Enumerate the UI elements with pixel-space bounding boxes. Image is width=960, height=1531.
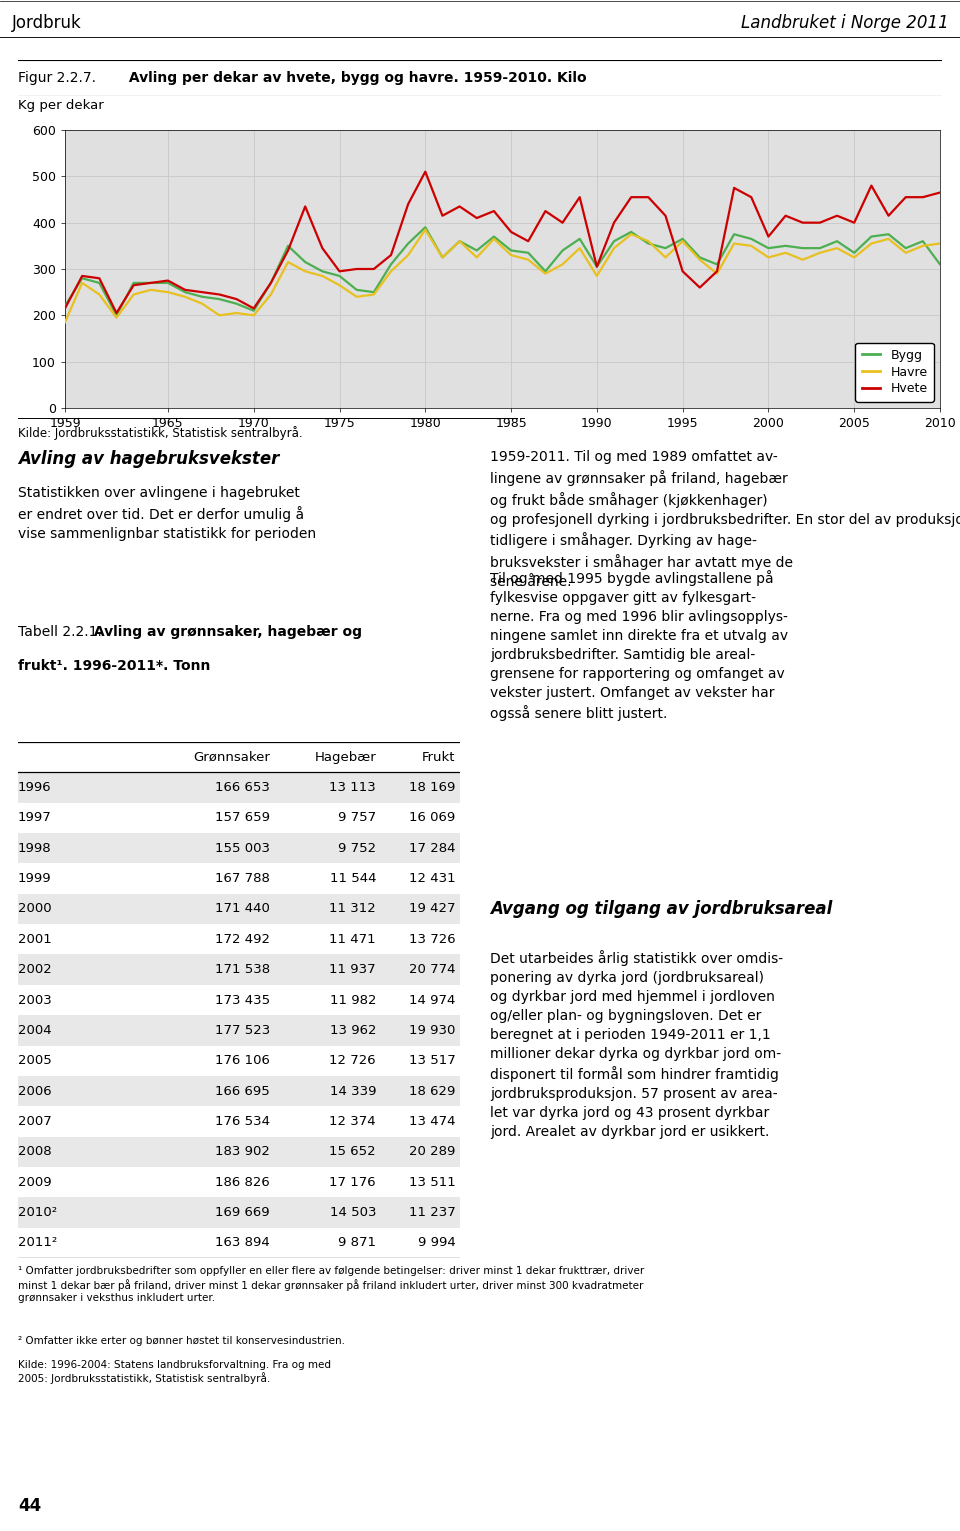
Text: 166 695: 166 695 [215, 1084, 270, 1098]
Text: 163 894: 163 894 [215, 1237, 270, 1249]
Text: 14 974: 14 974 [409, 994, 456, 1006]
Text: Figur 2.2.7.: Figur 2.2.7. [18, 70, 96, 86]
Text: 171 440: 171 440 [215, 902, 270, 916]
Text: 13 517: 13 517 [409, 1055, 456, 1067]
Text: 155 003: 155 003 [215, 842, 270, 854]
Bar [18, 772, 460, 802]
Text: 12 431: 12 431 [409, 873, 456, 885]
Text: 20 774: 20 774 [409, 963, 456, 977]
Bar [18, 833, 460, 863]
Legend: Bygg, Havre, Hvete: Bygg, Havre, Hvete [855, 343, 934, 401]
Text: 11 471: 11 471 [329, 932, 376, 946]
Text: 2005: 2005 [18, 1055, 52, 1067]
Text: 14 339: 14 339 [329, 1084, 376, 1098]
Text: 177 523: 177 523 [215, 1024, 270, 1036]
Text: 2006: 2006 [18, 1084, 52, 1098]
Text: 44: 44 [18, 1497, 41, 1516]
Text: Det utarbeides årlig statistikk over omdis-
ponering av dyrka jord (jordbruksare: Det utarbeides årlig statistikk over omd… [490, 951, 783, 1139]
Text: ¹ Omfatter jordbruksbedrifter som oppfyller en eller flere av følgende betingels: ¹ Omfatter jordbruksbedrifter som oppfyl… [18, 1266, 644, 1303]
Text: 2008: 2008 [18, 1145, 52, 1159]
Text: 2003: 2003 [18, 994, 52, 1006]
Text: 13 511: 13 511 [409, 1176, 456, 1188]
Text: 173 435: 173 435 [215, 994, 270, 1006]
Text: 19 930: 19 930 [409, 1024, 456, 1036]
Text: 176 534: 176 534 [215, 1115, 270, 1128]
Text: 1998: 1998 [18, 842, 52, 854]
Text: 13 962: 13 962 [329, 1024, 376, 1036]
Text: 176 106: 176 106 [215, 1055, 270, 1067]
Text: 16 069: 16 069 [409, 811, 456, 824]
Text: 166 653: 166 653 [215, 781, 270, 795]
Text: 2001: 2001 [18, 932, 52, 946]
Text: 186 826: 186 826 [215, 1176, 270, 1188]
Text: Kilde: 1996-2004: Statens landbruksforvaltning. Fra og med
2005: Jordbruksstatis: Kilde: 1996-2004: Statens landbruksforva… [18, 1360, 331, 1384]
Text: Avling av hagebruksvekster: Avling av hagebruksvekster [18, 450, 279, 468]
Text: 167 788: 167 788 [215, 873, 270, 885]
Text: Statistikken over avlingene i hagebruket
er endret over tid. Det er derfor umuli: Statistikken over avlingene i hagebruket… [18, 487, 316, 540]
Text: 15 652: 15 652 [329, 1145, 376, 1159]
Text: 18 629: 18 629 [409, 1084, 456, 1098]
Text: 18 169: 18 169 [409, 781, 456, 795]
Text: 13 113: 13 113 [329, 781, 376, 795]
Bar [18, 1136, 460, 1167]
Text: Tabell 2.2.1.: Tabell 2.2.1. [18, 625, 102, 638]
Text: 169 669: 169 669 [215, 1206, 270, 1219]
Text: 11 982: 11 982 [329, 994, 376, 1006]
Text: Frukt: Frukt [422, 750, 456, 764]
Text: Landbruket i Norge 2011: Landbruket i Norge 2011 [741, 14, 948, 32]
Text: 9 871: 9 871 [338, 1237, 376, 1249]
Text: Hagebær: Hagebær [314, 750, 376, 764]
Text: 1996: 1996 [18, 781, 52, 795]
Text: Avling per dekar av hvete, bygg og havre. 1959-2010. Kilo: Avling per dekar av hvete, bygg og havre… [124, 70, 587, 86]
Text: Jordbruk: Jordbruk [12, 14, 82, 32]
Text: 13 726: 13 726 [409, 932, 456, 946]
Text: 17 284: 17 284 [409, 842, 456, 854]
Bar [18, 954, 460, 984]
Text: 172 492: 172 492 [215, 932, 270, 946]
Text: ² Omfatter ikke erter og bønner høstet til konservesindustrien.: ² Omfatter ikke erter og bønner høstet t… [18, 1335, 345, 1346]
Text: 9 994: 9 994 [418, 1237, 456, 1249]
Text: 12 726: 12 726 [329, 1055, 376, 1067]
Text: 2009: 2009 [18, 1176, 52, 1188]
Text: 2002: 2002 [18, 963, 52, 977]
Text: 20 289: 20 289 [409, 1145, 456, 1159]
Text: 1959-2011. Til og med 1989 omfattet av-
lingene av grønnsaker på friland, hagebæ: 1959-2011. Til og med 1989 omfattet av- … [490, 450, 960, 589]
Text: Kilde: Jordbruksstatistikk, Statistisk sentralbyrå.: Kilde: Jordbruksstatistikk, Statistisk s… [18, 427, 302, 441]
Text: 2010²: 2010² [18, 1206, 58, 1219]
Text: 171 538: 171 538 [215, 963, 270, 977]
Text: 1997: 1997 [18, 811, 52, 824]
Text: 2011²: 2011² [18, 1237, 58, 1249]
Text: 12 374: 12 374 [329, 1115, 376, 1128]
Text: 11 544: 11 544 [329, 873, 376, 885]
Text: 157 659: 157 659 [215, 811, 270, 824]
Bar [18, 894, 460, 925]
Text: 2004: 2004 [18, 1024, 52, 1036]
Text: 17 176: 17 176 [329, 1176, 376, 1188]
Text: 19 427: 19 427 [409, 902, 456, 916]
Text: frukt¹. 1996-2011*. Tonn: frukt¹. 1996-2011*. Tonn [18, 660, 210, 674]
Text: 11 937: 11 937 [329, 963, 376, 977]
Bar [18, 1015, 460, 1046]
Text: 14 503: 14 503 [329, 1206, 376, 1219]
Text: 183 902: 183 902 [215, 1145, 270, 1159]
Text: Grønnsaker: Grønnsaker [193, 750, 270, 764]
Text: Avling av grønnsaker, hagebær og: Avling av grønnsaker, hagebær og [88, 625, 362, 638]
Text: 1999: 1999 [18, 873, 52, 885]
Text: Kg per dekar: Kg per dekar [18, 100, 104, 112]
Bar [18, 1197, 460, 1228]
Text: 11 312: 11 312 [329, 902, 376, 916]
Text: 2000: 2000 [18, 902, 52, 916]
Bar [18, 1076, 460, 1107]
Text: Avgang og tilgang av jordbruksareal: Avgang og tilgang av jordbruksareal [490, 900, 832, 919]
Text: 11 237: 11 237 [409, 1206, 456, 1219]
Text: 13 474: 13 474 [409, 1115, 456, 1128]
Text: 9 752: 9 752 [338, 842, 376, 854]
Text: 9 757: 9 757 [338, 811, 376, 824]
Text: 2007: 2007 [18, 1115, 52, 1128]
Text: Til og med 1995 bygde avlingstallene på
fylkesvise oppgaver gitt av fylkesgart-
: Til og med 1995 bygde avlingstallene på … [490, 570, 788, 721]
